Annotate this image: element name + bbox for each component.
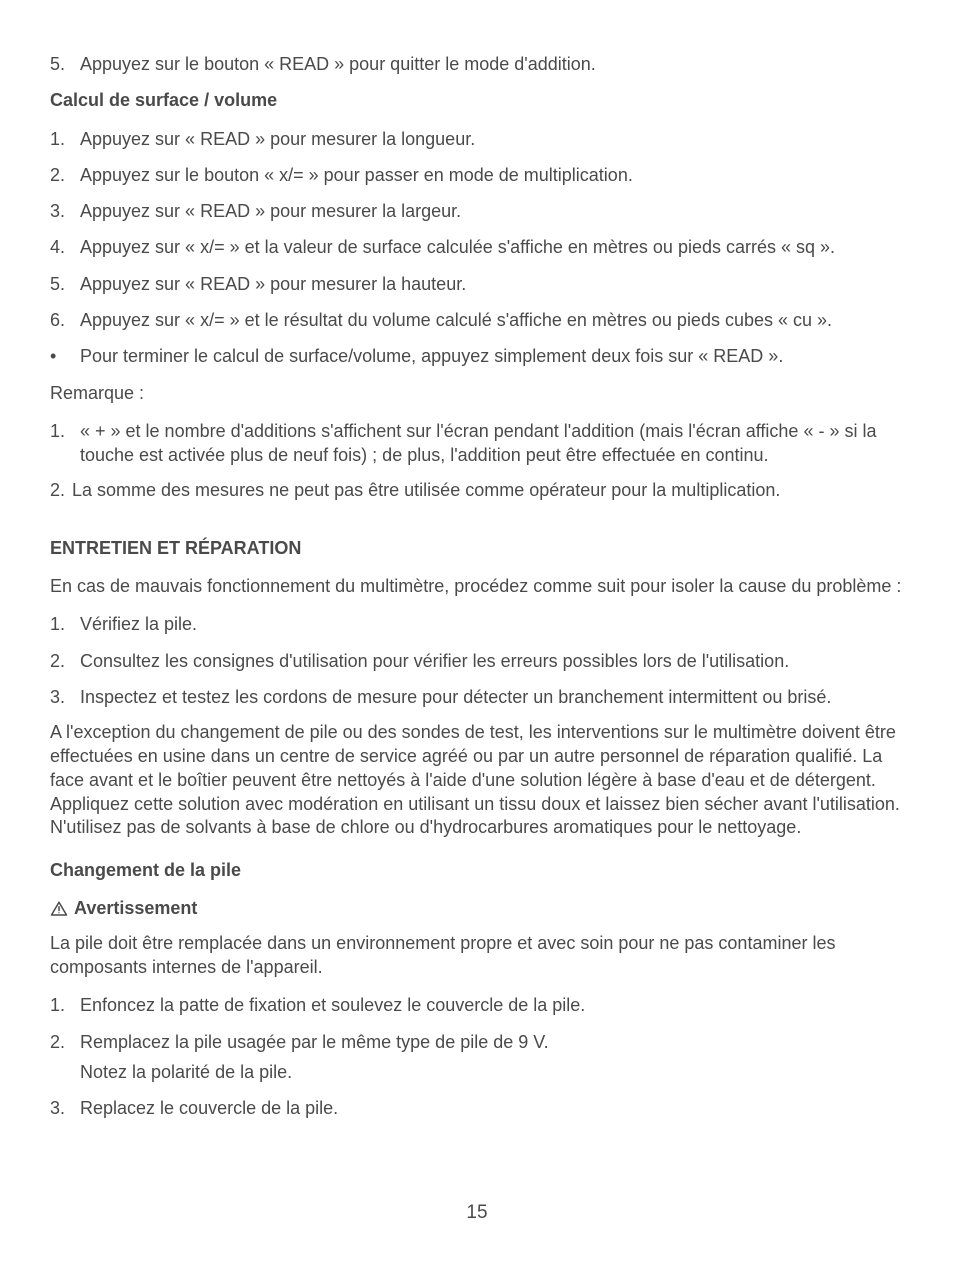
list-item: • Pour terminer le calcul de surface/vol… [50, 344, 904, 368]
list-item: 3. Inspectez et testez les cordons de me… [50, 685, 904, 709]
list-text: Appuyez sur « READ » pour mesurer la hau… [80, 272, 904, 296]
warning-text: La pile doit être remplacée dans un envi… [50, 931, 904, 980]
list-text: Appuyez sur « x/= » et la valeur de surf… [80, 235, 904, 259]
list-number: 2. [50, 649, 80, 673]
list-number: 4. [50, 235, 80, 259]
list-item: 4. Appuyez sur « x/= » et la valeur de s… [50, 235, 904, 259]
list-item: 2. Appuyez sur le bouton « x/= » pour pa… [50, 163, 904, 187]
list-item: 5. Appuyez sur le bouton « READ » pour q… [50, 52, 904, 76]
list-text: Pour terminer le calcul de surface/volum… [80, 344, 904, 368]
list-number: 3. [50, 1096, 80, 1120]
list-number: 5. [50, 272, 80, 296]
list-text: Appuyez sur « x/= » et le résultat du vo… [80, 308, 904, 332]
list-item: 2. Remplacez la pile usagée par le même … [50, 1030, 904, 1054]
list-text: Appuyez sur le bouton « x/= » pour passe… [80, 163, 904, 187]
list-item: 2. La somme des mesures ne peut pas être… [50, 478, 904, 502]
list-item: 1. Appuyez sur « READ » pour mesurer la … [50, 127, 904, 151]
heading-entretien: ENTRETIEN ET RÉPARATION [50, 536, 904, 560]
page-number: 15 [50, 1200, 904, 1226]
list-number: 1. [50, 993, 80, 1017]
list-item: 2. Consultez les consignes d'utilisation… [50, 649, 904, 673]
heading-pile: Changement de la pile [50, 858, 904, 882]
list-item: 5. Appuyez sur « READ » pour mesurer la … [50, 272, 904, 296]
list-item: 1. Enfoncez la patte de fixation et soul… [50, 993, 904, 1017]
list-number: 2. [50, 478, 72, 502]
list-text: Vérifiez la pile. [80, 612, 904, 636]
list-text: Appuyez sur le bouton « READ » pour quit… [80, 52, 904, 76]
list-text: Replacez le couvercle de la pile. [80, 1096, 904, 1120]
list-number: 1. [50, 127, 80, 151]
list-item: 6. Appuyez sur « x/= » et le résultat du… [50, 308, 904, 332]
entretien-paragraph: A l'exception du changement de pile ou d… [50, 721, 904, 840]
list-text: Appuyez sur « READ » pour mesurer la lon… [80, 127, 904, 151]
list-item: 1. « + » et le nombre d'additions s'affi… [50, 419, 904, 468]
list-number: 6. [50, 308, 80, 332]
list-number: 2. [50, 163, 80, 187]
list-item: 1. Vérifiez la pile. [50, 612, 904, 636]
list-text: Consultez les consignes d'utilisation po… [80, 649, 904, 673]
list-subtext: Notez la polarité de la pile. [80, 1060, 904, 1084]
list-number: 3. [50, 199, 80, 223]
remarque-label: Remarque : [50, 381, 904, 405]
list-number: 2. [50, 1030, 80, 1054]
list-text: « + » et le nombre d'additions s'affiche… [80, 419, 904, 468]
warning-icon [50, 900, 68, 918]
list-text: Appuyez sur « READ » pour mesurer la lar… [80, 199, 904, 223]
list-number: 1. [50, 419, 80, 468]
warning-row: Avertissement [50, 896, 904, 920]
list-text: Enfoncez la patte de fixation et souleve… [80, 993, 904, 1017]
heading-calcul: Calcul de surface / volume [50, 88, 904, 112]
list-item: 3. Appuyez sur « READ » pour mesurer la … [50, 199, 904, 223]
list-text: Remplacez la pile usagée par le même typ… [80, 1030, 904, 1054]
list-number: 3. [50, 685, 80, 709]
warning-label: Avertissement [74, 896, 197, 920]
entretien-intro: En cas de mauvais fonctionnement du mult… [50, 574, 904, 598]
list-number: 5. [50, 52, 80, 76]
list-bullet: • [50, 344, 80, 368]
list-number: 1. [50, 612, 80, 636]
list-text: Inspectez et testez les cordons de mesur… [80, 685, 904, 709]
list-item: 3. Replacez le couvercle de la pile. [50, 1096, 904, 1120]
list-text: La somme des mesures ne peut pas être ut… [72, 478, 904, 502]
